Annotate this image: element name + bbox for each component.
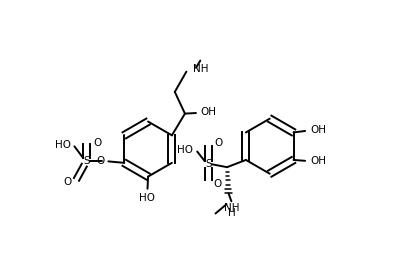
Text: NH: NH (193, 64, 208, 74)
Text: OH: OH (310, 156, 326, 166)
Text: S: S (83, 156, 90, 166)
Text: HO: HO (138, 193, 154, 204)
Text: HO: HO (55, 140, 71, 150)
Text: O: O (63, 177, 71, 187)
Text: NH: NH (224, 204, 239, 213)
Text: OH: OH (310, 125, 326, 134)
Text: OH: OH (201, 107, 217, 117)
Text: O: O (215, 138, 223, 148)
Text: HO: HO (177, 145, 193, 155)
Text: S: S (205, 159, 211, 169)
Text: O: O (96, 156, 105, 166)
Text: O: O (213, 179, 222, 189)
Text: O: O (93, 138, 101, 148)
Text: H: H (227, 208, 235, 218)
